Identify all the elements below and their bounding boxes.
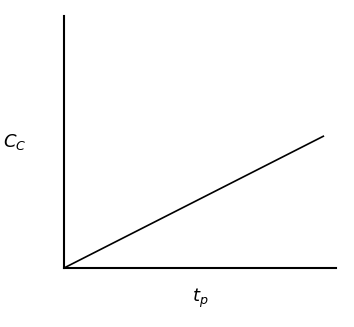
Text: $C_C$: $C_C$	[3, 132, 26, 152]
Text: $t_p$: $t_p$	[192, 287, 208, 310]
